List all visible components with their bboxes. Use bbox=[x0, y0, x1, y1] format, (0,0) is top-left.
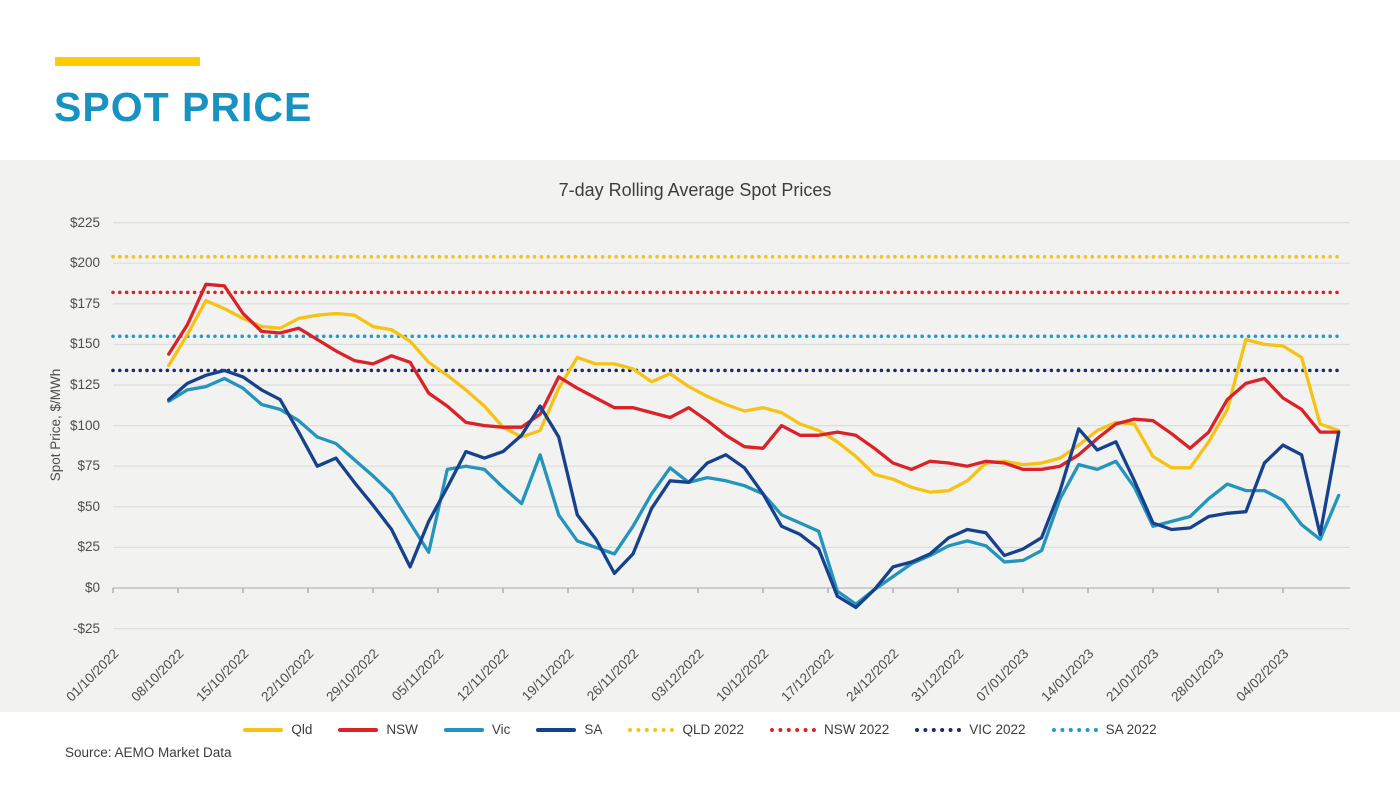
series-line-nsw bbox=[167, 282, 1341, 472]
y-tick-label: $200 bbox=[69, 255, 100, 271]
legend-item-vic-2022: VIC 2022 bbox=[915, 722, 1026, 737]
legend-label: VIC 2022 bbox=[969, 722, 1026, 737]
legend-item-qld-2022: QLD 2022 bbox=[628, 722, 744, 737]
legend-dotted-swatch bbox=[915, 727, 962, 732]
y-tick-label: $50 bbox=[77, 498, 100, 514]
legend-label: SA 2022 bbox=[1105, 722, 1157, 737]
y-tick-label: $175 bbox=[69, 295, 100, 311]
legend-dotted-swatch bbox=[1051, 727, 1098, 732]
accent-bar bbox=[55, 57, 200, 66]
source-text: Source: AEMO Market Data bbox=[65, 745, 232, 760]
chart-area-background bbox=[0, 160, 1400, 712]
legend-item-sa-2022: SA 2022 bbox=[1051, 722, 1157, 737]
y-tick-label: $150 bbox=[69, 336, 100, 352]
y-tick-label: $225 bbox=[69, 214, 100, 230]
y-tick-label: $0 bbox=[84, 580, 100, 595]
y-tick-label: $100 bbox=[69, 417, 100, 433]
legend-line-swatch bbox=[536, 727, 577, 732]
legend-line-swatch bbox=[243, 727, 284, 732]
legend-dotted-swatch bbox=[769, 727, 816, 732]
y-tick-label: -$25 bbox=[72, 620, 100, 636]
legend-line-swatch bbox=[338, 727, 379, 732]
legend-item-qld: Qld bbox=[243, 722, 312, 737]
legend-dotted-swatch bbox=[628, 727, 675, 732]
chart-title: 7-day Rolling Average Spot Prices bbox=[558, 180, 832, 200]
y-tick-label: $125 bbox=[69, 377, 100, 392]
page-title: SPOT PRICE bbox=[54, 84, 313, 130]
legend-item-sa: SA bbox=[536, 722, 602, 737]
chart-legend: Qld NSW Vic SA QLD 2022 NSW 2022 VIC 2022 SA 20… bbox=[0, 722, 1400, 737]
legend-label: Qld bbox=[291, 722, 313, 737]
legend-label: Vic bbox=[491, 722, 511, 737]
y-tick-label: $75 bbox=[77, 458, 100, 474]
y-tick-label: $25 bbox=[77, 539, 100, 555]
series-line-sa bbox=[167, 368, 1341, 610]
header: SPOT PRICE bbox=[0, 0, 1400, 160]
legend-item-nsw-2022: NSW 2022 bbox=[769, 722, 890, 737]
series-line-qld bbox=[167, 298, 1341, 494]
legend-label: NSW bbox=[386, 722, 418, 737]
legend-item-vic: Vic bbox=[443, 722, 511, 737]
legend-label: NSW 2022 bbox=[823, 722, 890, 737]
legend-label: QLD 2022 bbox=[682, 722, 744, 737]
series-line-vic bbox=[167, 376, 1341, 606]
legend-item-nsw: NSW bbox=[338, 722, 418, 737]
legend-line-swatch bbox=[443, 727, 484, 732]
legend-label: SA bbox=[584, 722, 603, 737]
